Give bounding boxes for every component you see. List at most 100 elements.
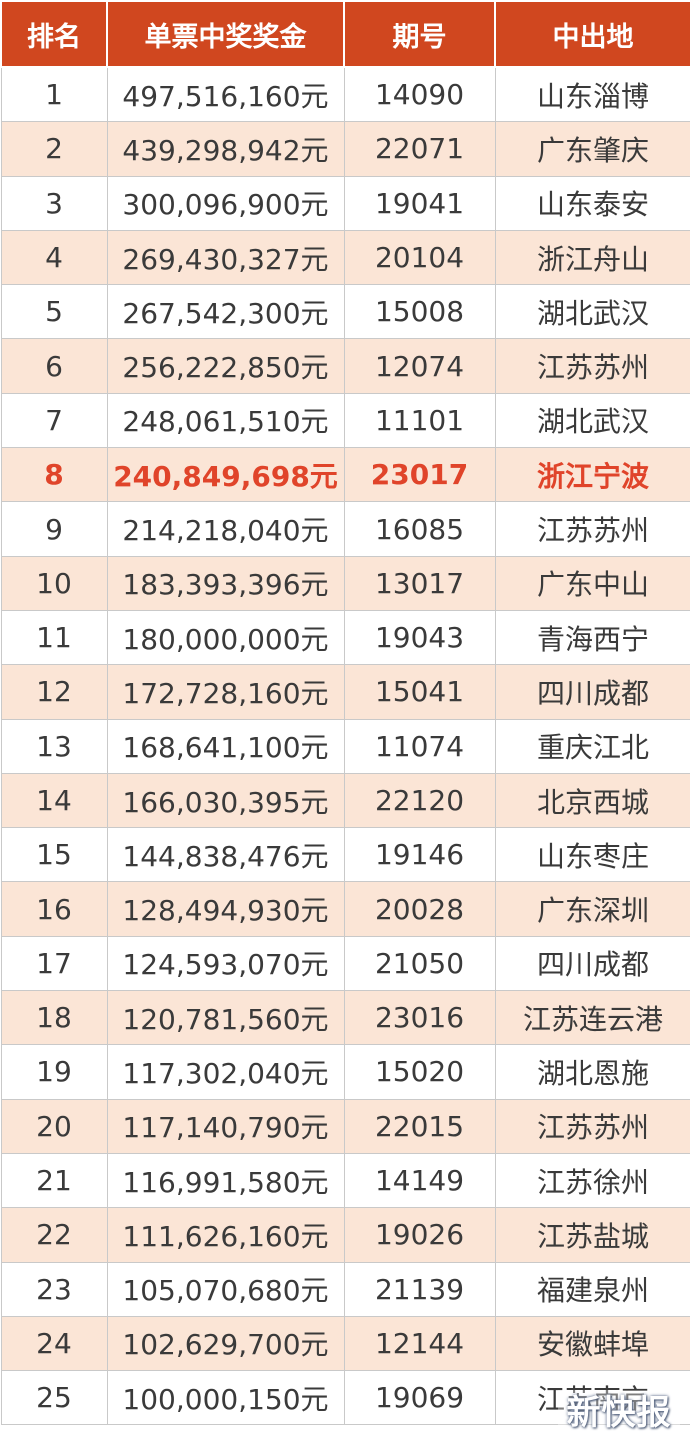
rank-cell: 12 xyxy=(0,664,108,720)
rank-cell: 2 xyxy=(0,121,108,177)
rank-cell: 15 xyxy=(0,827,108,883)
issue-cell: 20104 xyxy=(343,229,496,286)
issue-cell: 19043 xyxy=(343,609,496,666)
table-row: 21 116,991,580元 14149 江苏徐州 xyxy=(0,1152,690,1209)
prize-cell: 172,728,160元 xyxy=(106,664,345,720)
issue-cell: 14149 xyxy=(343,1152,496,1209)
prize-cell: 168,641,100元 xyxy=(106,718,345,774)
prize-cell: 248,061,510元 xyxy=(106,392,345,449)
location-cell: 江苏连云港 xyxy=(494,990,690,1046)
rank-cell: 22 xyxy=(0,1207,108,1263)
rank-cell: 7 xyxy=(0,392,108,449)
issue-cell: 22071 xyxy=(343,121,496,177)
issue-cell: 22015 xyxy=(343,1098,496,1154)
rank-cell: 24 xyxy=(0,1315,108,1372)
rank-cell: 16 xyxy=(0,881,108,937)
header-prize: 单票中奖奖金 xyxy=(106,0,345,68)
prize-cell: 117,302,040元 xyxy=(106,1044,345,1100)
rank-cell: 10 xyxy=(0,555,108,611)
prize-cell: 111,626,160元 xyxy=(106,1207,345,1263)
table-row: 2 439,298,942元 22071 广东肇庆 xyxy=(0,121,690,177)
prize-cell: 116,991,580元 xyxy=(106,1152,345,1209)
prize-cell: 180,000,000元 xyxy=(106,609,345,666)
issue-cell: 22120 xyxy=(343,772,496,829)
rank-cell: 4 xyxy=(0,229,108,286)
prize-cell: 214,218,040元 xyxy=(106,501,345,557)
prize-cell: 497,516,160元 xyxy=(106,66,345,123)
table-row: 5 267,542,300元 15008 湖北武汉 xyxy=(0,284,690,340)
prize-cell: 240,849,698元 xyxy=(106,447,345,503)
table-row: 1 497,516,160元 14090 山东淄博 xyxy=(0,66,690,123)
table-row: 24 102,629,700元 12144 安徽蚌埠 xyxy=(0,1315,690,1372)
rank-cell: 20 xyxy=(0,1098,108,1154)
rank-cell: 3 xyxy=(0,175,108,231)
location-cell: 广东肇庆 xyxy=(494,121,690,177)
prize-cell: 144,838,476元 xyxy=(106,827,345,883)
rank-cell: 23 xyxy=(0,1261,108,1317)
table-row: 13 168,641,100元 11074 重庆江北 xyxy=(0,718,690,774)
rank-cell: 25 xyxy=(0,1370,108,1426)
prize-cell: 439,298,942元 xyxy=(106,121,345,177)
table-row: 14 166,030,395元 22120 北京西城 xyxy=(0,772,690,829)
prize-cell: 102,629,700元 xyxy=(106,1315,345,1372)
location-cell: 福建泉州 xyxy=(494,1261,690,1317)
prize-cell: 183,393,396元 xyxy=(106,555,345,611)
issue-cell: 12074 xyxy=(343,338,496,394)
issue-cell: 15008 xyxy=(343,284,496,340)
prize-cell: 120,781,560元 xyxy=(106,990,345,1046)
issue-cell: 19026 xyxy=(343,1207,496,1263)
rank-cell: 5 xyxy=(0,284,108,340)
location-cell: 浙江舟山 xyxy=(494,229,690,286)
location-cell: 江苏苏州 xyxy=(494,1098,690,1154)
location-cell: 四川成都 xyxy=(494,664,690,720)
table-row: 12 172,728,160元 15041 四川成都 xyxy=(0,664,690,720)
location-cell: 江苏盐城 xyxy=(494,1207,690,1263)
table-header: 排名 单票中奖奖金 期号 中出地 xyxy=(0,0,690,68)
rank-cell: 21 xyxy=(0,1152,108,1209)
rank-cell: 8 xyxy=(0,447,108,503)
prize-cell: 128,494,930元 xyxy=(106,881,345,937)
location-cell: 广东深圳 xyxy=(494,881,690,937)
prize-cell: 124,593,070元 xyxy=(106,935,345,992)
table-row: 19 117,302,040元 15020 湖北恩施 xyxy=(0,1044,690,1100)
issue-cell: 20028 xyxy=(343,881,496,937)
location-cell: 湖北武汉 xyxy=(494,284,690,340)
issue-cell: 23017 xyxy=(343,447,496,503)
rank-cell: 13 xyxy=(0,718,108,774)
table-row: 11 180,000,000元 19043 青海西宁 xyxy=(0,609,690,666)
prize-cell: 267,542,300元 xyxy=(106,284,345,340)
rank-cell: 6 xyxy=(0,338,108,394)
table-row: 22 111,626,160元 19026 江苏盐城 xyxy=(0,1207,690,1263)
issue-cell: 19041 xyxy=(343,175,496,231)
prize-cell: 300,096,900元 xyxy=(106,175,345,231)
location-cell: 山东泰安 xyxy=(494,175,690,231)
location-cell: 江苏苏州 xyxy=(494,338,690,394)
header-issue: 期号 xyxy=(343,0,496,68)
rank-cell: 14 xyxy=(0,772,108,829)
header-row: 排名 单票中奖奖金 期号 中出地 xyxy=(0,0,690,68)
location-cell: 江苏南京 xyxy=(494,1370,690,1426)
table-row: 6 256,222,850元 12074 江苏苏州 xyxy=(0,338,690,394)
table-body: 1 497,516,160元 14090 山东淄博 2 439,298,942元 22071… xyxy=(0,66,690,1426)
location-cell: 山东淄博 xyxy=(494,66,690,123)
issue-cell: 11074 xyxy=(343,718,496,774)
location-cell: 江苏徐州 xyxy=(494,1152,690,1209)
issue-cell: 15041 xyxy=(343,664,496,720)
table-row: 15 144,838,476元 19146 山东枣庄 xyxy=(0,827,690,883)
prize-cell: 166,030,395元 xyxy=(106,772,345,829)
header-location: 中出地 xyxy=(494,0,690,68)
location-cell: 湖北武汉 xyxy=(494,392,690,449)
issue-cell: 19146 xyxy=(343,827,496,883)
location-cell: 安徽蚌埠 xyxy=(494,1315,690,1372)
rank-cell: 1 xyxy=(0,66,108,123)
rank-cell: 19 xyxy=(0,1044,108,1100)
location-cell: 重庆江北 xyxy=(494,718,690,774)
issue-cell: 11101 xyxy=(343,392,496,449)
table-row: 23 105,070,680元 21139 福建泉州 xyxy=(0,1261,690,1317)
issue-cell: 12144 xyxy=(343,1315,496,1372)
prize-cell: 117,140,790元 xyxy=(106,1098,345,1154)
prize-cell: 100,000,150元 xyxy=(106,1370,345,1426)
issue-cell: 21050 xyxy=(343,935,496,992)
issue-cell: 23016 xyxy=(343,990,496,1046)
